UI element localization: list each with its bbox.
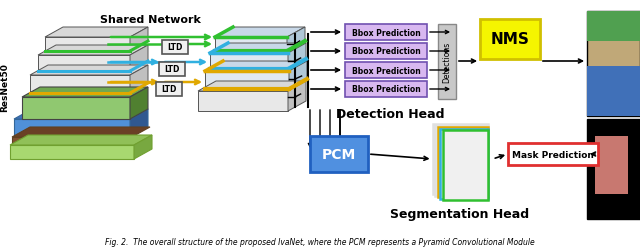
- Polygon shape: [45, 38, 130, 52]
- Bar: [587, 12, 640, 42]
- Text: ResNet50: ResNet50: [1, 63, 10, 112]
- Polygon shape: [288, 82, 306, 112]
- Polygon shape: [130, 110, 148, 138]
- Polygon shape: [10, 146, 134, 159]
- Polygon shape: [198, 92, 288, 112]
- Text: Segmentation Head: Segmentation Head: [390, 208, 529, 220]
- Polygon shape: [30, 76, 130, 94]
- Polygon shape: [38, 46, 148, 56]
- Polygon shape: [14, 120, 130, 138]
- Text: Shared Network: Shared Network: [100, 15, 200, 25]
- Polygon shape: [198, 82, 306, 92]
- Bar: [595, 136, 628, 194]
- Polygon shape: [130, 88, 148, 120]
- FancyBboxPatch shape: [345, 44, 427, 60]
- FancyBboxPatch shape: [162, 41, 188, 55]
- FancyBboxPatch shape: [310, 136, 368, 172]
- FancyBboxPatch shape: [508, 144, 598, 165]
- Polygon shape: [210, 54, 288, 70]
- Polygon shape: [10, 136, 152, 145]
- Text: Detections: Detections: [442, 42, 451, 83]
- FancyBboxPatch shape: [345, 63, 427, 79]
- Polygon shape: [433, 124, 488, 194]
- Text: NMS: NMS: [491, 32, 529, 47]
- Polygon shape: [205, 72, 289, 90]
- Polygon shape: [289, 62, 307, 90]
- Text: Bbox Prediction: Bbox Prediction: [351, 28, 420, 37]
- FancyBboxPatch shape: [159, 63, 185, 77]
- Polygon shape: [130, 46, 148, 72]
- Polygon shape: [30, 66, 148, 76]
- Text: Mask Prediction: Mask Prediction: [512, 150, 594, 159]
- Text: Bbox Prediction: Bbox Prediction: [351, 66, 420, 75]
- Text: Detection Head: Detection Head: [336, 108, 444, 121]
- Bar: [587, 12, 640, 117]
- Polygon shape: [287, 28, 305, 52]
- FancyBboxPatch shape: [480, 20, 540, 60]
- Polygon shape: [205, 62, 307, 72]
- Text: LTD: LTD: [164, 65, 180, 74]
- FancyBboxPatch shape: [156, 83, 182, 96]
- Polygon shape: [435, 126, 488, 196]
- Polygon shape: [38, 56, 130, 72]
- Polygon shape: [12, 138, 132, 145]
- Polygon shape: [22, 88, 148, 98]
- Polygon shape: [440, 129, 488, 199]
- Polygon shape: [12, 128, 150, 138]
- Polygon shape: [215, 38, 287, 52]
- Polygon shape: [288, 44, 306, 70]
- Polygon shape: [134, 136, 152, 159]
- Text: Bbox Prediction: Bbox Prediction: [351, 85, 420, 94]
- Text: LTD: LTD: [161, 85, 177, 94]
- Text: Bbox Prediction: Bbox Prediction: [351, 47, 420, 56]
- Polygon shape: [442, 130, 488, 200]
- FancyBboxPatch shape: [438, 25, 456, 100]
- Polygon shape: [130, 66, 148, 94]
- Text: LTD: LTD: [167, 43, 182, 52]
- Polygon shape: [130, 28, 148, 52]
- Polygon shape: [14, 110, 148, 120]
- Polygon shape: [438, 128, 488, 197]
- Text: Fig. 2.  The overall structure of the proposed IvaNet, where the PCM represents : Fig. 2. The overall structure of the pro…: [105, 238, 535, 246]
- Text: PCM: PCM: [322, 148, 356, 161]
- FancyBboxPatch shape: [345, 25, 427, 41]
- Bar: [587, 120, 640, 219]
- Polygon shape: [210, 44, 306, 54]
- Polygon shape: [22, 98, 130, 120]
- Bar: [587, 67, 640, 116]
- Polygon shape: [45, 28, 148, 38]
- Polygon shape: [215, 28, 305, 38]
- FancyBboxPatch shape: [345, 82, 427, 98]
